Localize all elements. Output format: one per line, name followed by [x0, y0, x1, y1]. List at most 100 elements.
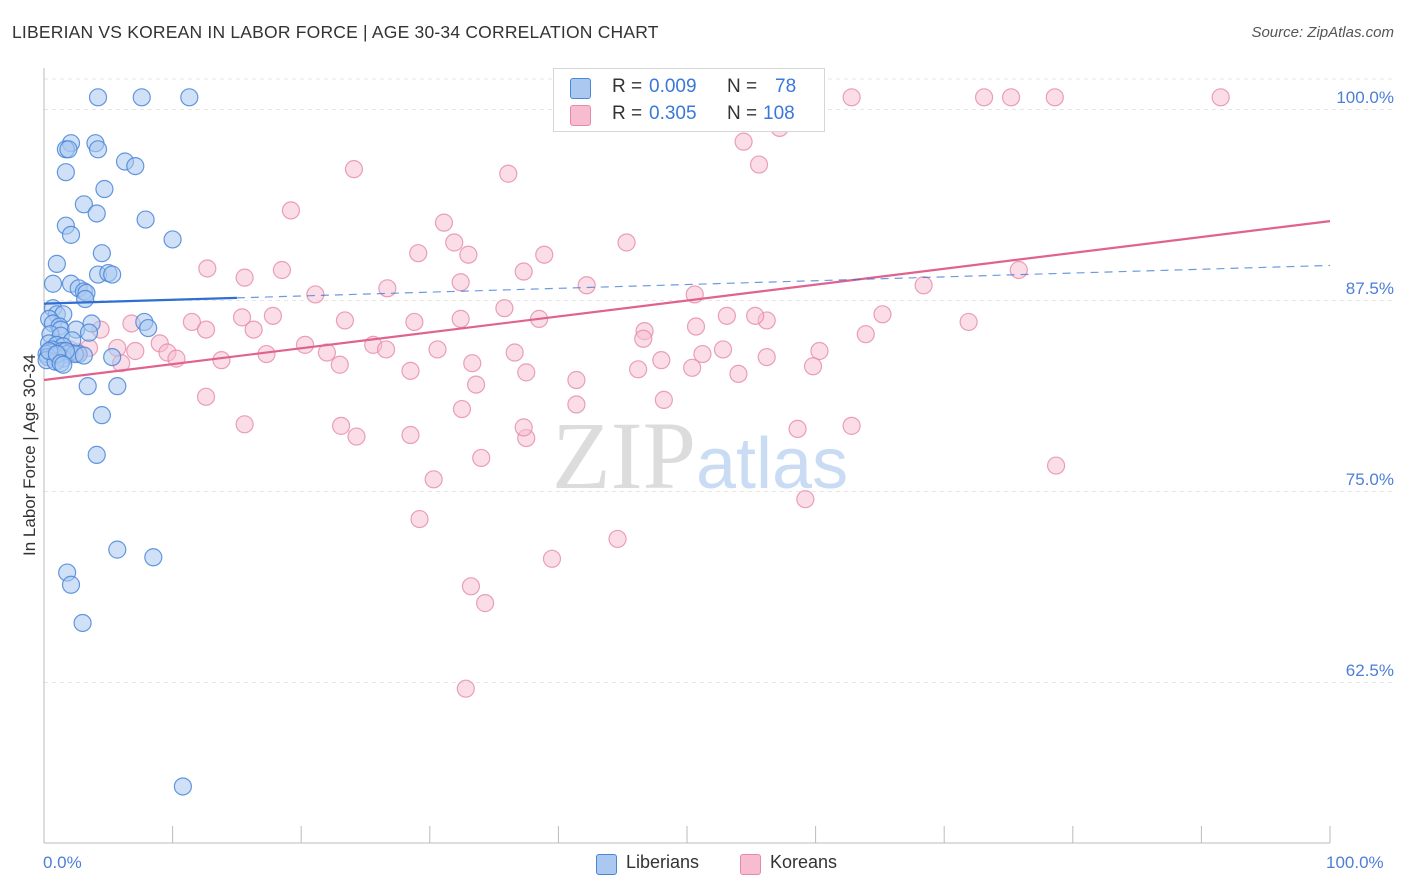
source-label: Source: ZipAtlas.com [1251, 24, 1394, 41]
korean-point-91 [331, 416, 351, 435]
korean-point-89 [235, 415, 254, 434]
liberian-point-72 [108, 540, 127, 559]
korean-point-20 [535, 245, 554, 264]
korean-point-105 [475, 594, 495, 613]
korean-point-36 [405, 312, 424, 332]
korean-point-99 [914, 276, 933, 295]
korean-point-94 [1046, 456, 1066, 475]
korean-point-69 [683, 358, 702, 377]
korean-point-102 [410, 509, 429, 529]
korean-point-60 [126, 341, 145, 361]
korean-point-66 [401, 361, 420, 380]
korean-point-81 [873, 305, 892, 324]
bottom-koreans-label: Koreans [770, 852, 838, 872]
korean-point-64 [330, 355, 349, 374]
korean-point-95 [796, 490, 815, 509]
liberian-point-71 [87, 445, 106, 464]
korean-point-3 [842, 88, 861, 107]
liberian-point-9 [56, 163, 75, 182]
liberian-trend-line-solid [43, 296, 237, 305]
korean-point-15 [434, 213, 454, 232]
korean-point-4 [1045, 88, 1064, 107]
korean-point-33 [232, 308, 252, 327]
korean-point-76 [810, 341, 829, 361]
korean-point-104 [461, 577, 481, 596]
korean-point-106 [542, 549, 562, 568]
korean-point-17 [617, 233, 636, 252]
korean-point-32 [182, 312, 201, 332]
liberian-point-24 [43, 274, 63, 293]
korean-point-19 [459, 245, 478, 264]
liberian-point-76 [73, 613, 92, 633]
liberian-point-21 [103, 265, 122, 284]
liberian-point-18 [92, 244, 111, 263]
korean-point-103 [608, 529, 627, 549]
korean-point-107 [456, 679, 475, 698]
korean-point-41 [686, 317, 706, 336]
liberian-trend-line-dashed [236, 264, 1331, 299]
korean-point-70 [466, 375, 486, 394]
korean-point-31 [263, 306, 283, 325]
liberian-point-17 [163, 230, 182, 249]
y-tick-label-100: 100.0% [1336, 88, 1394, 107]
korean-point-12 [344, 160, 364, 179]
liberian-point-1 [132, 88, 151, 107]
korean-point-24 [235, 268, 254, 287]
x-tick-label-100: 100.0% [1326, 853, 1384, 872]
korean-point-100 [1009, 260, 1028, 280]
korean-point-18 [409, 244, 428, 263]
korean-point-93 [788, 419, 807, 439]
korean-point-59 [505, 343, 524, 362]
watermark-atlas: atlas [696, 424, 849, 504]
korean-point-90 [472, 448, 491, 468]
korean-point-5 [974, 88, 994, 107]
korean-point-74 [713, 340, 733, 359]
korean-point-88 [514, 418, 533, 437]
legend-n-value-1: 78 [775, 76, 797, 97]
liberian-point-6 [59, 140, 78, 159]
legend-r-label-1: R = [612, 76, 643, 97]
korean-point-72 [567, 370, 586, 390]
korean-point-56 [376, 340, 396, 359]
korean-point-75 [693, 344, 712, 364]
korean-point-84 [401, 425, 420, 445]
korean-point-58 [428, 340, 447, 359]
liberian-point-7 [88, 140, 108, 159]
korean-point-78 [803, 357, 823, 376]
korean-point-25 [451, 273, 470, 292]
korean-point-37 [451, 309, 470, 328]
korean-point-85 [347, 427, 366, 446]
korean-point-97 [717, 306, 736, 325]
korean-point-101 [424, 470, 443, 489]
korean-point-16 [445, 233, 464, 252]
liberian-point-2 [180, 88, 199, 107]
liberian-point-77 [173, 777, 192, 796]
korean-point-47 [196, 320, 216, 339]
liberian-point-73 [144, 548, 163, 567]
y-tick-label-87-5: 87.5% [1345, 279, 1394, 298]
liberian-point-28 [76, 289, 95, 309]
korean-point-42 [634, 329, 653, 348]
liberian-point-13 [87, 204, 106, 223]
korean-point-21 [198, 259, 217, 278]
liberian-point-38 [139, 318, 158, 338]
liberian-point-64 [74, 346, 93, 365]
koreans-swatch [570, 105, 591, 126]
legend-r-value-2: 0.305 [649, 103, 697, 124]
y-axis-label: In Labor Force | Age 30-34 [20, 354, 39, 556]
liberian-point-22 [47, 254, 66, 273]
korean-point-83 [452, 399, 472, 419]
liberian-point-68 [78, 377, 97, 396]
korean-point-11 [749, 155, 769, 174]
liberian-point-70 [92, 406, 111, 425]
liberian-point-11 [95, 179, 114, 199]
legend-n-label-1: N = [727, 76, 758, 97]
korean-point-28 [306, 285, 325, 304]
legend-n-label-2: N = [727, 103, 758, 124]
korean-point-71 [517, 363, 536, 382]
y-tick-label-75: 75.0% [1345, 470, 1394, 489]
chart-title: LIBERIAN VS KOREAN IN LABOR FORCE | AGE … [12, 22, 659, 42]
korean-point-22 [272, 260, 292, 280]
korean-point-7 [1211, 88, 1230, 107]
